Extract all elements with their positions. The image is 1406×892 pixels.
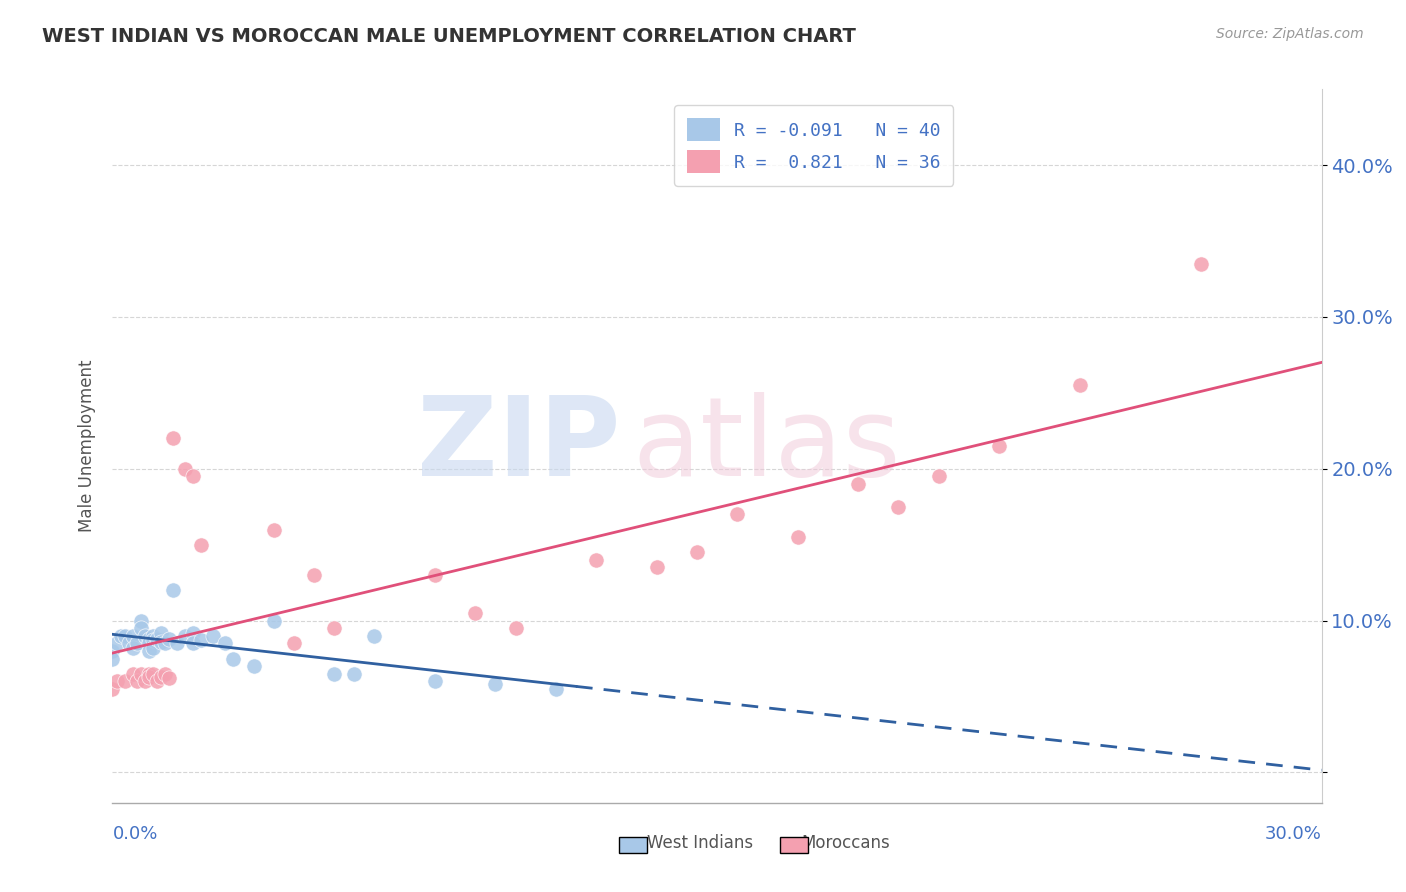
- Point: [222, 651, 245, 665]
- Point: [181, 636, 204, 650]
- Point: [214, 636, 236, 650]
- Point: [149, 635, 172, 649]
- Point: [129, 621, 152, 635]
- Point: [786, 530, 808, 544]
- Point: [181, 625, 204, 640]
- Point: [242, 659, 264, 673]
- Point: [138, 666, 160, 681]
- Point: [725, 508, 748, 522]
- Point: [138, 670, 160, 684]
- Point: [157, 671, 180, 685]
- Point: [423, 568, 446, 582]
- Point: [181, 469, 204, 483]
- Point: [585, 553, 607, 567]
- Point: [423, 674, 446, 689]
- Point: [162, 431, 184, 445]
- Text: 30.0%: 30.0%: [1265, 825, 1322, 843]
- Point: [1069, 378, 1091, 392]
- Point: [117, 636, 139, 650]
- Point: [174, 629, 197, 643]
- Point: [114, 674, 136, 689]
- Text: WEST INDIAN VS MOROCCAN MALE UNEMPLOYMENT CORRELATION CHART: WEST INDIAN VS MOROCCAN MALE UNEMPLOYMEN…: [42, 27, 856, 45]
- Point: [988, 439, 1011, 453]
- Point: [125, 674, 148, 689]
- Point: [149, 625, 172, 640]
- Point: [142, 629, 165, 643]
- Y-axis label: Male Unemployment: Male Unemployment: [77, 359, 96, 533]
- Point: [263, 614, 285, 628]
- Point: [645, 560, 668, 574]
- Point: [138, 636, 160, 650]
- Text: Source: ZipAtlas.com: Source: ZipAtlas.com: [1216, 27, 1364, 41]
- Point: [363, 629, 385, 643]
- Point: [121, 629, 143, 643]
- Point: [110, 629, 132, 643]
- Point: [343, 666, 366, 681]
- Point: [101, 651, 124, 665]
- Point: [129, 614, 152, 628]
- Point: [134, 629, 156, 643]
- Point: [146, 632, 169, 646]
- Point: [887, 500, 910, 514]
- Point: [484, 677, 506, 691]
- Legend: R = -0.091   N = 40, R =  0.821   N = 36: R = -0.091 N = 40, R = 0.821 N = 36: [675, 105, 953, 186]
- Point: [134, 674, 156, 689]
- Text: ZIP: ZIP: [418, 392, 620, 500]
- Point: [302, 568, 325, 582]
- Point: [138, 644, 160, 658]
- Point: [544, 681, 567, 696]
- Point: [157, 632, 180, 646]
- Text: West Indians: West Indians: [647, 834, 752, 852]
- Point: [105, 674, 128, 689]
- Point: [174, 462, 197, 476]
- Point: [125, 636, 148, 650]
- Text: atlas: atlas: [633, 392, 901, 500]
- Point: [121, 640, 143, 655]
- Point: [190, 633, 212, 648]
- Point: [166, 636, 188, 650]
- Point: [202, 629, 225, 643]
- Point: [142, 640, 165, 655]
- Point: [149, 670, 172, 684]
- Point: [323, 666, 346, 681]
- Point: [190, 538, 212, 552]
- Text: 0.0%: 0.0%: [112, 825, 157, 843]
- Point: [263, 523, 285, 537]
- Point: [138, 632, 160, 646]
- Point: [142, 633, 165, 648]
- Point: [464, 606, 486, 620]
- Point: [162, 583, 184, 598]
- Point: [142, 666, 165, 681]
- Point: [105, 636, 128, 650]
- Point: [114, 629, 136, 643]
- Point: [323, 621, 346, 635]
- Point: [153, 666, 176, 681]
- Point: [283, 636, 305, 650]
- Point: [101, 644, 124, 658]
- Point: [121, 666, 143, 681]
- Point: [101, 681, 124, 696]
- Point: [505, 621, 527, 635]
- Text: Moroccans: Moroccans: [801, 834, 890, 852]
- Point: [846, 477, 869, 491]
- Point: [129, 666, 152, 681]
- Point: [153, 636, 176, 650]
- Point: [1189, 257, 1212, 271]
- Point: [146, 674, 169, 689]
- Point: [686, 545, 709, 559]
- Point: [928, 469, 950, 483]
